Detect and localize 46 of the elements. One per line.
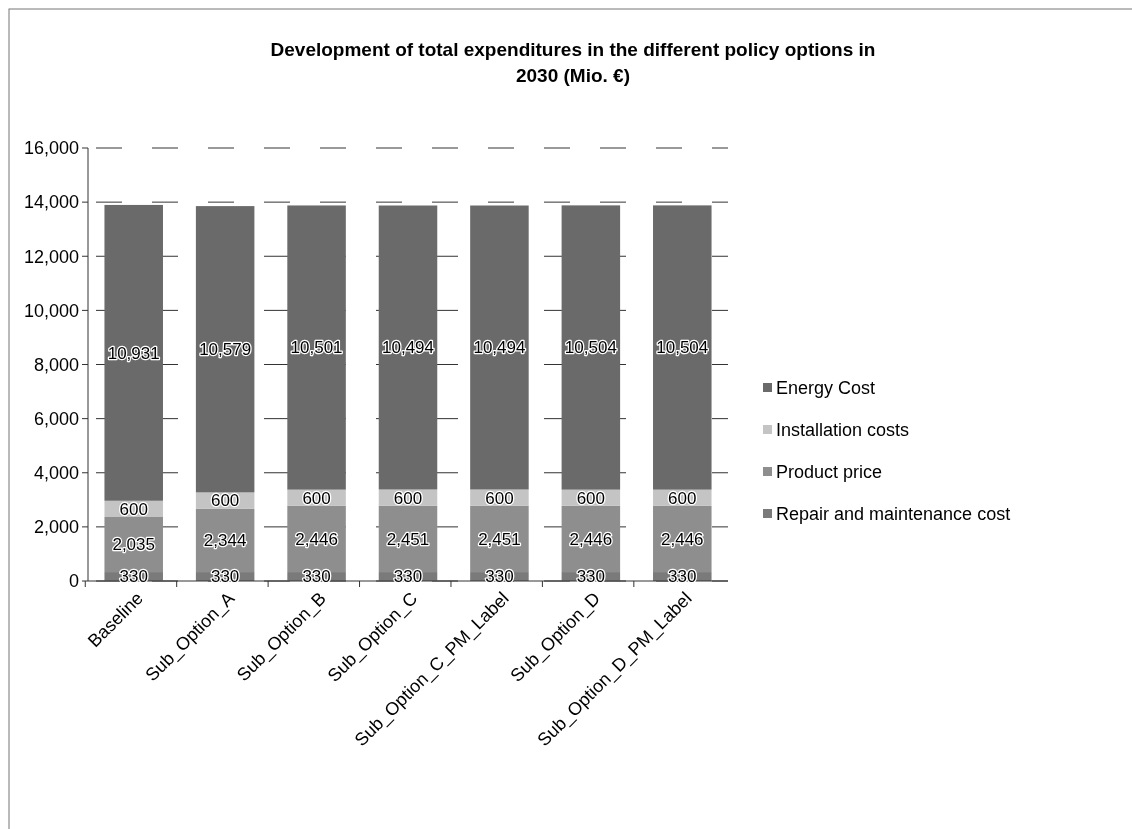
y-tick-label: 2,000	[33, 517, 79, 538]
bar	[195, 206, 255, 493]
data-label: 2,035	[112, 535, 155, 555]
y-tick-label: 6,000	[33, 408, 79, 429]
data-label: 600	[485, 488, 514, 508]
data-label: 330	[668, 567, 697, 587]
data-label: 330	[119, 567, 148, 587]
y-tick-label: 4,000	[33, 463, 79, 484]
data-label: 330	[576, 567, 606, 587]
data-label: 10,501	[290, 338, 343, 358]
bar	[653, 205, 712, 490]
data-label: 600	[393, 488, 423, 508]
bar	[561, 205, 621, 490]
y-tick-label: 10,000	[23, 300, 79, 321]
data-label: 2,451	[478, 529, 521, 549]
bar	[378, 205, 438, 490]
data-label: 2,446	[661, 529, 704, 549]
y-tick-label: 16,000	[23, 138, 79, 159]
data-label: 330	[210, 567, 240, 587]
y-tick-label: 0	[68, 571, 79, 592]
legend-label: Installation costs	[776, 420, 910, 441]
data-label: 10,931	[107, 343, 160, 363]
data-label: 2,446	[295, 529, 338, 549]
data-label: 2,446	[569, 529, 613, 549]
data-label: 600	[302, 488, 331, 508]
bar	[104, 204, 163, 501]
data-label: 600	[210, 491, 240, 511]
data-label: 2,451	[386, 529, 430, 549]
y-tick-label: 14,000	[23, 192, 79, 213]
data-label: 330	[485, 567, 514, 587]
y-tick-label: 8,000	[33, 354, 79, 375]
data-label: 600	[119, 499, 148, 519]
chart-title: Development of total expenditures in the different policy options in 2030 (Mio. €)	[270, 39, 876, 86]
legend-label: Repair and maintenance cost	[776, 504, 1011, 525]
data-label: 600	[576, 488, 606, 508]
bar	[470, 205, 529, 490]
data-label: 2,344	[203, 531, 247, 551]
legend-label: Product price	[776, 462, 883, 483]
data-label: 600	[668, 488, 697, 508]
bar	[287, 205, 346, 490]
data-label: 10,579	[199, 340, 252, 360]
data-label: 330	[302, 567, 331, 587]
legend-label: Energy Cost	[776, 378, 876, 399]
data-label: 10,504	[656, 338, 709, 358]
y-tick-label: 12,000	[23, 246, 79, 267]
data-label: 330	[393, 567, 423, 587]
